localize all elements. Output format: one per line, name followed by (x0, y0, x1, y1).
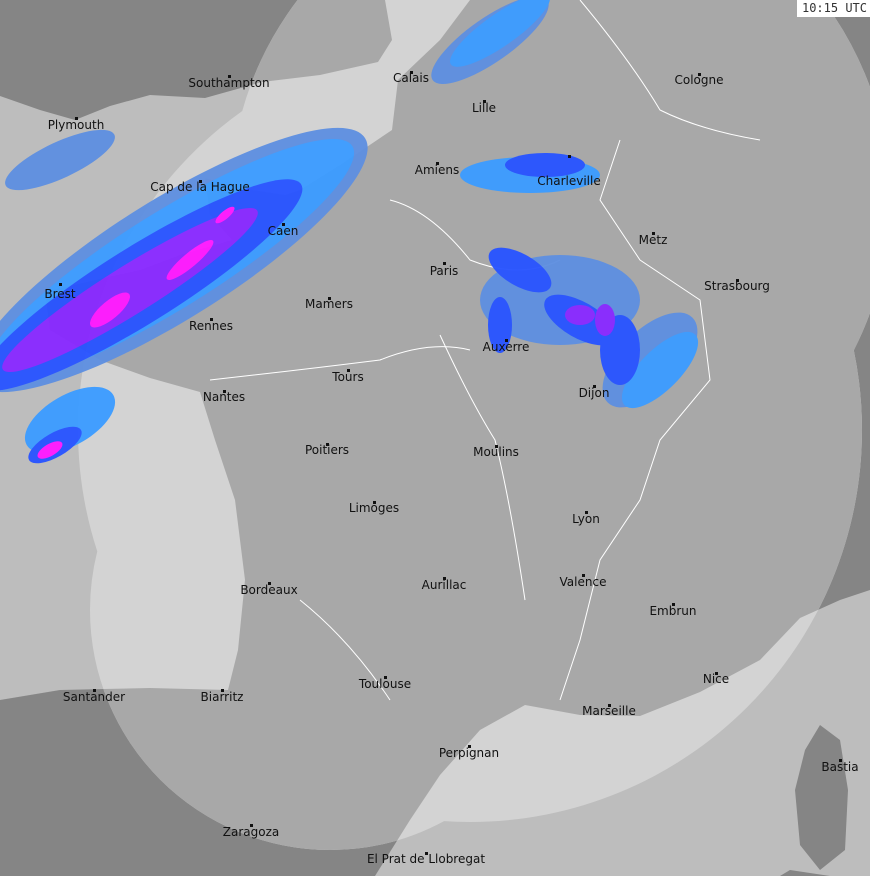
city-marker (93, 689, 96, 692)
city-marker (347, 369, 350, 372)
city-label: Strasbourg (704, 279, 770, 293)
city-label: Lyon (572, 512, 600, 526)
city-label: Zaragoza (222, 825, 280, 839)
city-label: Brest (44, 287, 76, 301)
city-marker (839, 759, 842, 762)
city-label: Nantes (202, 390, 246, 404)
city-label: Bordeaux (240, 583, 298, 597)
city-marker (268, 582, 271, 585)
city-label: El Prat de Llobregat (366, 852, 486, 866)
city-label: Perpignan (438, 746, 500, 760)
city-label: Caen (267, 224, 299, 238)
city-marker (282, 223, 285, 226)
city-marker (736, 279, 739, 282)
city-marker (373, 501, 376, 504)
city-marker (228, 75, 231, 78)
city-marker (495, 445, 498, 448)
city-label: Limoges (348, 501, 400, 515)
city-label: Tours (332, 370, 364, 384)
city-marker (593, 385, 596, 388)
city-marker (715, 672, 718, 675)
city-marker (582, 574, 585, 577)
city-marker (443, 262, 446, 265)
city-label: Auxerre (482, 340, 530, 354)
city-label: Marseille (582, 704, 636, 718)
city-label: Embrun (649, 604, 697, 618)
city-label: Bastia (821, 760, 859, 774)
city-label: Paris (429, 264, 459, 278)
city-marker (568, 155, 571, 158)
city-label: Southampton (188, 76, 270, 90)
city-marker (483, 100, 486, 103)
city-label: Calais (392, 71, 430, 85)
city-label: Moulins (473, 445, 519, 459)
precipitation (0, 0, 699, 464)
city-label: Cap de la Hague (150, 180, 250, 194)
timestamp: 10:15 UTC (796, 0, 870, 17)
city-marker (585, 511, 588, 514)
city-label: Poitiers (304, 443, 350, 457)
city-marker (59, 283, 62, 286)
city-marker (672, 603, 675, 606)
city-marker (652, 232, 655, 235)
city-label: Santander (62, 690, 126, 704)
city-label: Valence (559, 575, 607, 589)
city-label: Nice (702, 672, 730, 686)
city-marker (505, 339, 508, 342)
city-marker (75, 117, 78, 120)
city-marker (608, 704, 611, 707)
city-marker (468, 745, 471, 748)
city-label: Toulouse (358, 677, 412, 691)
city-label: Aurillac (421, 578, 467, 592)
city-label: Amiens (414, 163, 460, 177)
city-marker (698, 73, 701, 76)
city-marker (436, 162, 439, 165)
city-label: Mamers (305, 297, 353, 311)
city-label: Dijon (578, 386, 610, 400)
city-marker (221, 689, 224, 692)
city-marker (223, 390, 226, 393)
city-label: Cologne (674, 73, 724, 87)
city-marker (443, 577, 446, 580)
city-label: Biarritz (200, 690, 244, 704)
city-label: Lille (471, 101, 497, 115)
borders-rivers (209, 0, 761, 701)
city-marker (250, 824, 253, 827)
city-label: Rennes (188, 319, 234, 333)
city-marker (425, 852, 428, 855)
city-marker (210, 318, 213, 321)
city-marker (384, 676, 387, 679)
city-label: Plymouth (47, 118, 105, 132)
city-marker (410, 71, 413, 74)
city-marker (199, 180, 202, 183)
city-label: Charleville (537, 174, 601, 188)
city-marker (326, 443, 329, 446)
city-label: Metz (638, 233, 668, 247)
city-marker (328, 297, 331, 300)
